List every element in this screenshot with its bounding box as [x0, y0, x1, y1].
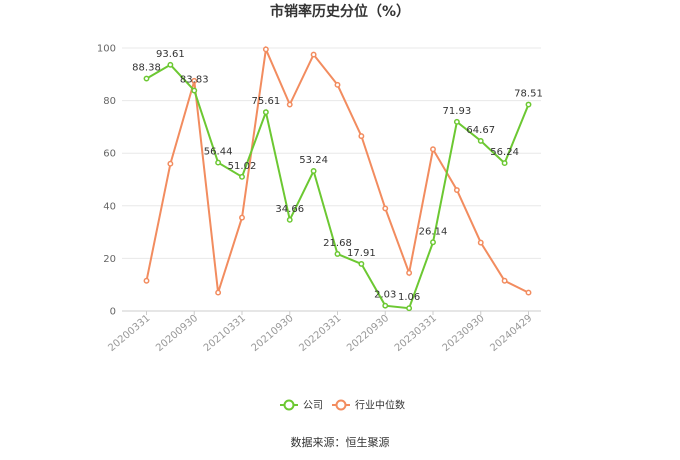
data-label: 51.02	[228, 161, 257, 172]
data-point[interactable]	[191, 87, 198, 94]
source-note: 数据来源：恒生聚源	[291, 435, 390, 449]
data-point[interactable]	[167, 61, 174, 68]
data-point[interactable]	[358, 133, 365, 140]
legend-swatch-marker	[335, 399, 347, 411]
data-point[interactable]	[143, 75, 150, 82]
y-tick-label: 60	[103, 149, 116, 160]
x-tick-label: 20220331	[297, 313, 343, 354]
x-tick-label: 20210930	[250, 313, 296, 354]
x-tick-label: 20230331	[393, 313, 439, 354]
data-point[interactable]	[262, 109, 269, 116]
grid	[122, 47, 541, 259]
y-tick-label: 40	[103, 201, 116, 212]
x-tick-label: 20200331	[106, 313, 152, 354]
data-point[interactable]	[406, 305, 413, 312]
x-tick-label: 20210331	[202, 313, 248, 354]
legend-swatch-marker	[283, 399, 295, 411]
data-point[interactable]	[215, 159, 222, 166]
legend-label: 公司	[303, 401, 323, 412]
data-label: 78.51	[514, 89, 543, 100]
x-tick-label: 20200930	[154, 313, 200, 354]
data-point[interactable]	[358, 260, 365, 267]
data-label: 34.66	[275, 204, 304, 215]
legend-item-1[interactable]: 行业中位数	[332, 399, 405, 412]
data-point[interactable]	[501, 277, 508, 284]
data-point[interactable]	[143, 277, 150, 284]
x-tick-label: 20240429	[488, 313, 534, 354]
data-label: 17.91	[347, 248, 376, 259]
series-layer	[143, 45, 532, 312]
data-label: 71.93	[443, 106, 472, 117]
x-tick-label: 20220930	[345, 313, 391, 354]
data-label: 56.44	[204, 147, 233, 158]
data-point[interactable]	[191, 77, 198, 84]
data-label: 64.67	[466, 125, 495, 136]
data-point[interactable]	[430, 146, 436, 153]
data-label: 75.61	[252, 96, 281, 107]
data-point[interactable]	[453, 187, 460, 193]
data-point[interactable]	[406, 269, 413, 276]
data-label: 53.24	[299, 155, 328, 166]
data-label: 56.24	[490, 147, 519, 158]
legend[interactable]: 公司 行业中位数	[280, 399, 405, 412]
data-point[interactable]	[262, 46, 269, 53]
y-tick-label: 100	[97, 44, 116, 55]
y-tick-label: 0	[110, 307, 116, 318]
data-point[interactable]	[382, 302, 389, 309]
legend-label: 行业中位数	[355, 399, 405, 412]
data-point[interactable]	[334, 81, 341, 88]
x-tick-label: 20230930	[441, 313, 487, 354]
data-point[interactable]	[525, 101, 532, 108]
series-line-0	[145, 63, 530, 310]
chart-title: 市销率历史分位（%）	[270, 3, 410, 20]
legend-item-0[interactable]: 公司	[280, 399, 323, 412]
y-tick-label: 20	[103, 254, 116, 265]
data-point[interactable]	[477, 239, 484, 246]
data-point[interactable]	[501, 160, 508, 167]
data-point[interactable]	[286, 216, 293, 223]
data-point[interactable]	[453, 118, 460, 125]
data-point[interactable]	[239, 214, 245, 221]
data-label: 26.14	[419, 226, 448, 237]
data-label: 93.61	[156, 49, 185, 60]
data-point[interactable]	[167, 160, 174, 167]
data-point[interactable]	[310, 168, 317, 174]
y-tick-label: 80	[103, 96, 116, 107]
data-point[interactable]	[477, 137, 484, 144]
data-label: 83.83	[180, 75, 209, 86]
data-label: 2.03	[374, 290, 396, 301]
data-point[interactable]	[215, 289, 222, 296]
data-point[interactable]	[525, 289, 532, 296]
data-labels: 88.38 93.61 83.83 56.44 51.02 75.61 34.66 53.24…	[132, 49, 543, 303]
data-point[interactable]	[430, 239, 436, 246]
data-point[interactable]	[310, 51, 317, 58]
data-label: 88.38	[132, 63, 161, 74]
data-point[interactable]	[382, 205, 389, 212]
data-label: 1.06	[398, 292, 420, 303]
data-point[interactable]	[239, 173, 245, 180]
data-point[interactable]	[286, 101, 293, 108]
data-point[interactable]	[334, 251, 341, 257]
data-label: 21.68	[323, 238, 352, 249]
